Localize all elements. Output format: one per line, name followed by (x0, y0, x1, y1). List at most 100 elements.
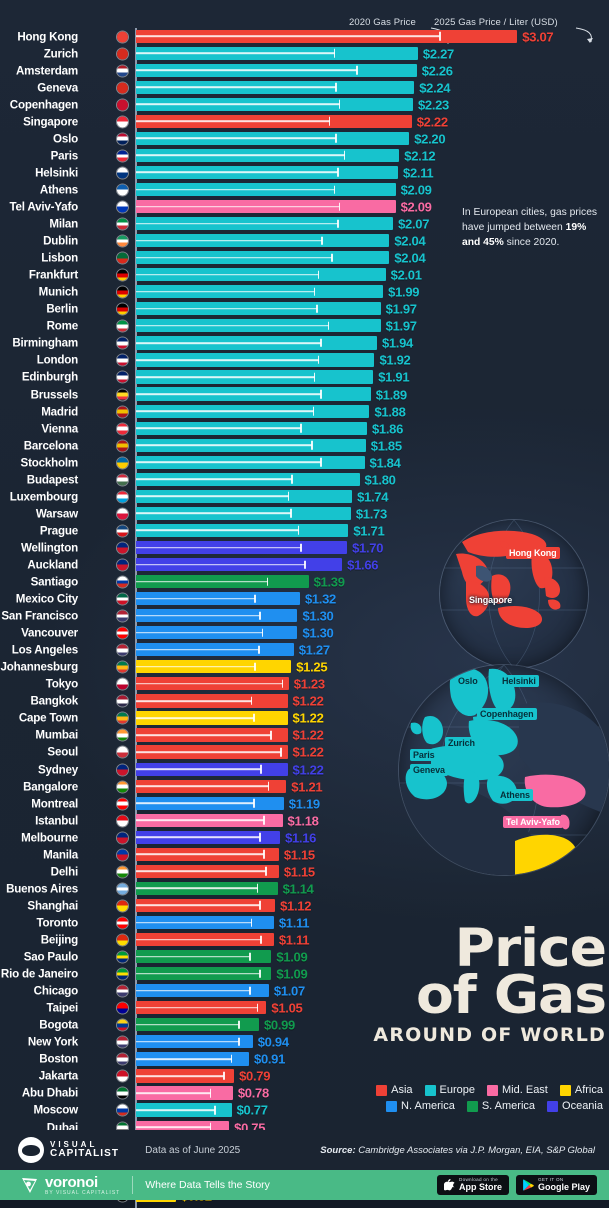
price-value: $1.85 (370, 438, 402, 454)
marker-2020-line (136, 512, 292, 515)
marker-2020-cap (238, 1020, 240, 1030)
table-row: Boston $0.91 (0, 1051, 609, 1068)
table-row: Delhi $1.15 (0, 863, 609, 880)
city-label: Stockholm (20, 456, 79, 470)
table-row: Vancouver $1.30 (0, 625, 609, 642)
marker-2020-line (136, 802, 254, 804)
marker-2020-line (136, 495, 289, 498)
voronoi-name: voronoi (45, 1173, 98, 1191)
city-label: Hong Kong (17, 30, 78, 44)
marker-2020-line (136, 700, 252, 702)
city-label: Geneva (37, 81, 78, 95)
marker-2020-line (136, 86, 336, 89)
price-value: $1.84 (369, 455, 401, 471)
city-label: Abu Dhabi (21, 1086, 78, 1100)
flag-icon (116, 626, 129, 640)
marker-2020-cap (356, 65, 358, 75)
price-bar (136, 881, 278, 896)
voronoi-brand: voronoi BY VISUAL CAPITALIST (20, 1175, 120, 1196)
callout-part3: since 2020. (503, 236, 560, 248)
table-row: Manila $1.15 (0, 846, 609, 863)
city-label: Brussels (30, 388, 79, 401)
apple-icon (443, 1178, 455, 1190)
app-store-badge[interactable]: Download on the App Store (436, 1174, 509, 1196)
price-bar (136, 268, 386, 282)
price-value: $1.92 (379, 352, 411, 368)
table-row: Montreal $1.19 (0, 795, 609, 812)
table-row: Barcelona $1.85 (0, 437, 609, 454)
flag-icon (116, 814, 129, 828)
apple-badge-top: Download on the (458, 1176, 498, 1182)
marker-2020-line (136, 1126, 211, 1128)
price-bar (136, 796, 284, 810)
price-value: $1.15 (283, 864, 315, 880)
city-label: Helsinki (35, 166, 78, 180)
marker-2020-line (136, 188, 335, 191)
table-row: Prague $1.71 (0, 522, 609, 539)
marker-2020-line (136, 205, 340, 208)
google-badge-top: GET IT ON (537, 1176, 564, 1182)
table-row: Taipei $1.05 (0, 1000, 609, 1017)
marker-2020-cap (250, 696, 253, 706)
marker-2020-cap (333, 185, 336, 194)
city-label: Buenos Aires (6, 882, 78, 896)
legend-swatch (376, 1084, 388, 1096)
marker-2020-cap (259, 611, 261, 620)
flag-icon (116, 831, 129, 845)
price-value: $1.23 (293, 676, 325, 692)
marker-2020-cap (303, 560, 306, 569)
marker-2020-line (136, 256, 333, 259)
price-value: $1.30 (302, 625, 334, 641)
table-row: New York $0.94 (0, 1034, 609, 1051)
city-label: Los Angeles (11, 643, 79, 657)
price-bar (136, 694, 288, 708)
city-label: Chicago (33, 984, 79, 998)
table-row: Hong Kong $3.07 (0, 28, 609, 45)
price-bar (136, 455, 365, 469)
marker-2020-cap (311, 440, 313, 450)
legend-swatch (487, 1084, 499, 1096)
marker-2020-line (136, 154, 345, 157)
flag-icon (116, 1035, 129, 1049)
marker-2020-cap (317, 270, 320, 279)
marker-2020-line (136, 35, 441, 37)
city-label: Amsterdam (16, 64, 78, 78)
city-label: Lisbon (41, 251, 78, 265)
marker-2020-cap (317, 355, 320, 365)
price-value: $1.22 (292, 710, 324, 726)
city-label: Bogota (39, 1018, 78, 1032)
google-play-badge[interactable]: GET IT ON Google Play (515, 1174, 597, 1196)
table-row: Lisbon $2.04 (0, 250, 609, 267)
table-row: Brussels $1.89 (0, 386, 609, 403)
price-bar (136, 46, 418, 60)
source-text: Cambridge Associates via J.P. Morgan, EI… (358, 1144, 595, 1156)
legend-item-asia: Asia (376, 1084, 413, 1096)
marker-2020-line (136, 614, 261, 617)
price-bar (136, 63, 417, 77)
legend-item-n-america: N. America (386, 1100, 455, 1112)
price-bar (136, 711, 288, 725)
flag-icon (116, 848, 129, 862)
price-value: $1.05 (271, 1000, 303, 1016)
marker-2020-line (136, 887, 258, 890)
table-row: Munich $1.99 (0, 284, 609, 301)
price-bar (136, 677, 289, 691)
legend-label: Oceania (562, 1100, 603, 1112)
title-line2: of Gas (415, 964, 607, 1026)
price-value: $0.77 (236, 1102, 268, 1118)
marker-2020-cap (209, 1122, 212, 1132)
city-label: Vienna (41, 422, 78, 436)
table-row: Cape Town $1.22 (0, 710, 609, 727)
price-bar (136, 199, 396, 214)
map-globe-europe: Oslo Helsinki Copenhagen Zurich Paris Ge… (399, 665, 609, 875)
marker-2020-line (136, 870, 267, 873)
city-label: London (36, 353, 78, 367)
flag-icon (116, 47, 129, 61)
price-bar (136, 353, 375, 367)
marker-2020-cap (334, 134, 337, 143)
marker-2020-cap (334, 82, 337, 92)
price-value: $1.12 (280, 898, 312, 914)
city-label: Taipei (46, 1001, 79, 1015)
flag-icon (116, 984, 129, 998)
